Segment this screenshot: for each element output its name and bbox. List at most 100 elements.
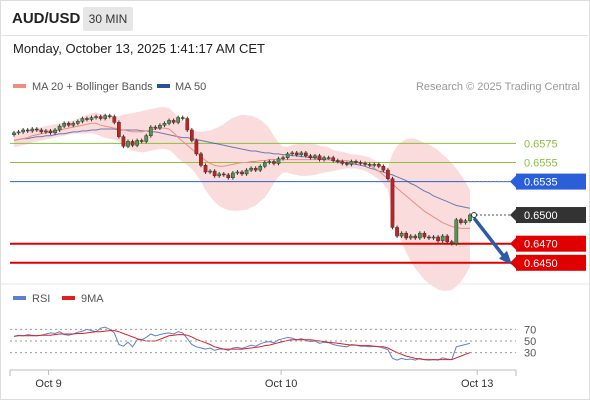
candle-body xyxy=(89,117,94,120)
candle-body xyxy=(16,131,21,134)
rsi-tick-label: 30 xyxy=(524,348,536,360)
candle-body xyxy=(459,219,463,223)
time-tick-label: Oct 9 xyxy=(35,378,61,390)
candle-body xyxy=(126,141,130,147)
candle-body xyxy=(85,118,89,120)
ma20-legend-label: MA 20 + Bollinger Bands xyxy=(32,81,153,93)
candle-body xyxy=(34,128,39,131)
candle-body xyxy=(399,232,404,237)
candle-body xyxy=(354,161,358,163)
candle-body xyxy=(258,166,263,171)
level-label-2: 0.6535 xyxy=(524,177,558,189)
candle-body xyxy=(345,163,349,165)
candle-body xyxy=(454,219,459,244)
candle-body xyxy=(44,130,48,133)
bollinger-band-layer xyxy=(14,107,470,291)
candle-body xyxy=(71,123,76,126)
candle-body xyxy=(135,140,139,146)
timeframe-button[interactable]: 30 MIN xyxy=(83,7,133,31)
candle-body xyxy=(231,172,235,179)
level-label-box-5 xyxy=(516,254,586,271)
candle-body xyxy=(331,157,336,161)
level-label-box-4 xyxy=(516,235,586,252)
level-label-0: 0.6575 xyxy=(524,138,558,150)
candle-body xyxy=(294,152,299,156)
candle-body xyxy=(117,122,121,137)
candle-body xyxy=(449,241,454,244)
candle-body xyxy=(326,157,331,159)
ma9-legend-label: 9MA xyxy=(81,293,104,305)
rsi-ma9-line xyxy=(13,330,471,361)
candle-body xyxy=(240,171,244,175)
candle-body xyxy=(226,174,231,179)
candle-body xyxy=(94,116,98,118)
credit-label: Research © 2025 Trading Central xyxy=(416,81,580,93)
candle-body xyxy=(276,158,281,164)
time-tick-label: Oct 10 xyxy=(265,378,297,390)
rsi-legend-label: RSI xyxy=(32,293,50,305)
candle-body xyxy=(322,157,326,160)
candle-body xyxy=(203,165,208,173)
candle-body xyxy=(386,169,390,179)
chart-datetime: Monday, October 13, 2025 1:41:17 AM CET xyxy=(13,41,265,56)
candle-body xyxy=(98,116,103,119)
candle-body xyxy=(53,129,57,134)
candle-body xyxy=(281,157,285,159)
level-label-3: 0.6500 xyxy=(524,210,558,222)
candle-body xyxy=(445,235,450,243)
candle-body xyxy=(272,161,276,164)
candle-body xyxy=(112,116,117,123)
candle-body xyxy=(431,236,436,239)
candle-body xyxy=(235,171,240,174)
candle-body xyxy=(66,123,71,126)
candle-body xyxy=(21,129,25,133)
candle-body xyxy=(390,178,395,228)
candle-body xyxy=(12,132,16,136)
candle-body xyxy=(340,161,345,164)
level-label-box-2 xyxy=(516,173,586,190)
candle-body xyxy=(107,115,112,117)
candle-body xyxy=(367,164,372,166)
candle-body xyxy=(208,170,212,173)
candle-body xyxy=(185,118,190,131)
candle-body xyxy=(335,160,340,162)
candle-body xyxy=(180,117,185,119)
candle-body xyxy=(427,236,431,239)
time-tick-label: Oct 13 xyxy=(461,378,493,390)
level-label-5: 0.6450 xyxy=(524,258,558,270)
symbol-label: AUD/USD xyxy=(12,10,81,27)
ma20-legend-swatch xyxy=(13,84,26,88)
candles-layer xyxy=(12,113,477,246)
level-labels-layer: 0.6575 0.6555 0.6535 0.6500 0.6470 0.6450 xyxy=(510,138,586,271)
candle-body xyxy=(121,136,126,147)
level-label-box-3 xyxy=(516,207,586,224)
ma50-legend-swatch xyxy=(157,84,170,88)
candle-body xyxy=(381,166,386,171)
candle-body xyxy=(217,173,222,177)
candle-body xyxy=(212,170,217,177)
forecast-arrow-head xyxy=(499,250,512,265)
last-price-marker xyxy=(471,212,477,219)
candle-body xyxy=(57,125,62,131)
candle-body xyxy=(103,115,108,119)
candle-body xyxy=(249,167,253,171)
candle-body xyxy=(25,129,30,132)
candle-body xyxy=(153,126,158,129)
candle-body xyxy=(417,232,422,239)
candle-body xyxy=(317,155,322,160)
ma50-line xyxy=(13,128,471,209)
chart-header: AUD/USD 30 MIN xyxy=(0,0,588,36)
rsi-lines-layer xyxy=(13,326,471,361)
candle-body xyxy=(199,153,203,166)
rsi-tick-label: 50 xyxy=(524,336,536,348)
candle-body xyxy=(144,135,149,142)
candle-body xyxy=(80,118,85,122)
forecast-arrow xyxy=(472,216,512,265)
candle-body xyxy=(422,232,427,238)
level-lines-layer xyxy=(10,142,516,264)
candle-body xyxy=(139,140,144,142)
candle-body xyxy=(303,152,308,157)
level-label-pointer-4 xyxy=(510,237,516,250)
